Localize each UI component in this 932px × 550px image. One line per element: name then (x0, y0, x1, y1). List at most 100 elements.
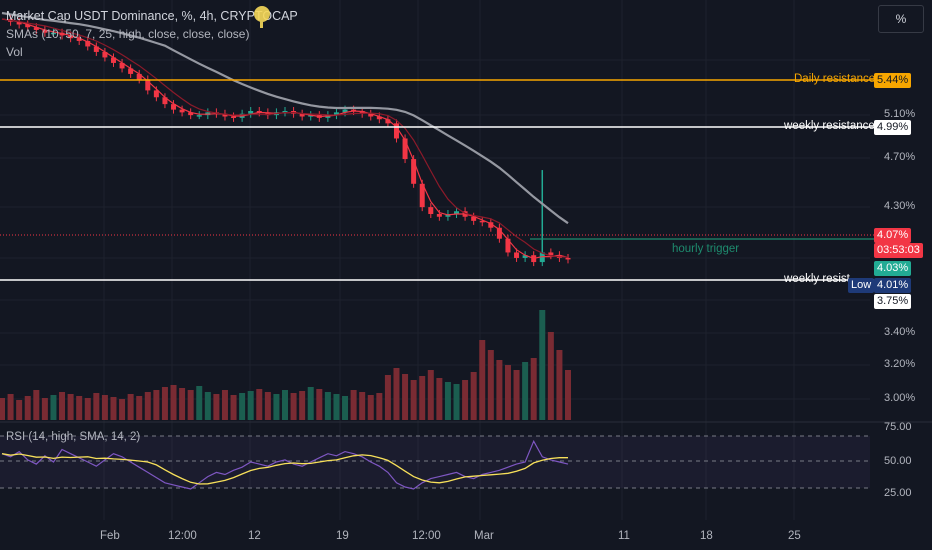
candle-body (102, 51, 108, 58)
volume-bar (41, 398, 48, 420)
volume-bar (119, 399, 126, 420)
low-label-tag: Low (848, 278, 875, 293)
sma-indicator-label[interactable]: SMAs (10, 50, 7, 25, high, close, close,… (6, 27, 250, 41)
candle-body (248, 111, 254, 114)
candle-body (68, 35, 74, 39)
volume-bar (547, 332, 554, 420)
x-tick: 19 (336, 530, 349, 542)
volume-bar (33, 390, 40, 420)
volume-bar (453, 384, 460, 420)
rsi-indicator-label[interactable]: RSI (14, high, SMA, 14, 2) (6, 431, 141, 443)
hourly-trigger-label: hourly trigger (672, 243, 740, 255)
candle-body (565, 257, 571, 260)
candle-body (419, 183, 425, 208)
volume-bar (67, 394, 74, 420)
candle-body (522, 255, 528, 258)
volume-bar (470, 372, 477, 420)
volume-bar (290, 393, 297, 420)
low-value-tag: 4.01% (874, 278, 912, 293)
volume-bar (427, 370, 434, 420)
volume-bar (0, 398, 5, 420)
weekly-resist-tag: 3.75% (874, 294, 912, 309)
volume-bar (84, 398, 91, 420)
volume-bar (479, 340, 486, 420)
candle-body (299, 113, 305, 117)
volume-indicator-label[interactable]: Vol (6, 45, 23, 59)
x-tick: 12:00 (168, 530, 197, 542)
candle-body (25, 24, 31, 28)
rsi-ma-line (1, 453, 568, 485)
price-tick: 5.10% (884, 108, 916, 120)
candle-body (359, 111, 365, 114)
volume-bar (136, 396, 143, 420)
candle-body (136, 73, 142, 80)
price-tick: 3.40% (884, 326, 916, 338)
price-tick: 4.70% (884, 151, 916, 163)
weekly-resistance-label: weekly resistance (784, 120, 875, 132)
rsi-tick: 25.00 (884, 487, 912, 499)
candle-body (514, 252, 520, 258)
volume-bar (299, 391, 306, 420)
candle-body (505, 238, 511, 253)
price-tick: 3.00% (884, 392, 916, 404)
volume-bar (273, 394, 280, 420)
volume-bar (324, 392, 331, 420)
x-tick: 18 (700, 530, 713, 542)
volume-bar (7, 394, 14, 420)
candle-body (351, 109, 357, 112)
volume-bar (110, 397, 117, 420)
volume-bar (59, 392, 66, 420)
rsi-tick: 50.00 (884, 455, 912, 467)
candle-body (308, 115, 314, 117)
volume-bar (239, 393, 246, 420)
candle-body (368, 113, 374, 117)
volume-bar (213, 394, 220, 420)
volume-bar (393, 368, 400, 420)
current-price-tag: 4.07% (874, 228, 912, 243)
candle-body (179, 109, 185, 113)
unit-selector[interactable]: % (878, 5, 924, 33)
candle-body (110, 57, 116, 63)
volume-bar (487, 350, 494, 420)
volume-bar (101, 395, 108, 420)
volume-bar (144, 392, 151, 420)
x-tick: 11 (618, 530, 630, 542)
volume-bar (221, 390, 228, 420)
sma-fast-line (1, 18, 569, 260)
candle-body (128, 68, 134, 74)
x-tick: Mar (474, 530, 494, 542)
candle-body (85, 40, 91, 47)
x-tick: Feb (100, 530, 120, 542)
candle-body (188, 112, 194, 116)
candle-body (385, 119, 391, 124)
volume-bar (522, 362, 529, 420)
volume-bar (419, 376, 426, 420)
volume-bar (539, 310, 546, 420)
x-tick: 12:00 (412, 530, 441, 542)
sma-slow-line (1, 11, 569, 225)
volume-bar (402, 374, 409, 420)
price-tick: 3.20% (884, 358, 916, 370)
volume-bar (316, 389, 323, 420)
candle-body (33, 27, 39, 30)
candle-body (171, 104, 177, 110)
candle-body (162, 97, 168, 105)
price-tick: 4.30% (884, 200, 916, 212)
volume-bar (24, 396, 31, 420)
candle-body (153, 90, 159, 98)
candle-body (376, 116, 382, 120)
volume-bar (196, 386, 203, 420)
volume-bar (153, 390, 160, 420)
candle-body (256, 111, 262, 113)
volume-bar (179, 388, 186, 420)
candle-body (145, 79, 151, 91)
volume-bar (444, 382, 451, 420)
green-price-tag: 4.03% (874, 261, 912, 276)
candle-body (411, 159, 417, 184)
volume-bar (187, 390, 194, 420)
candle-body (471, 216, 477, 221)
daily-resistance-label: Daily resistance (794, 73, 876, 85)
candle-body (76, 38, 82, 41)
candle-body (393, 123, 399, 139)
